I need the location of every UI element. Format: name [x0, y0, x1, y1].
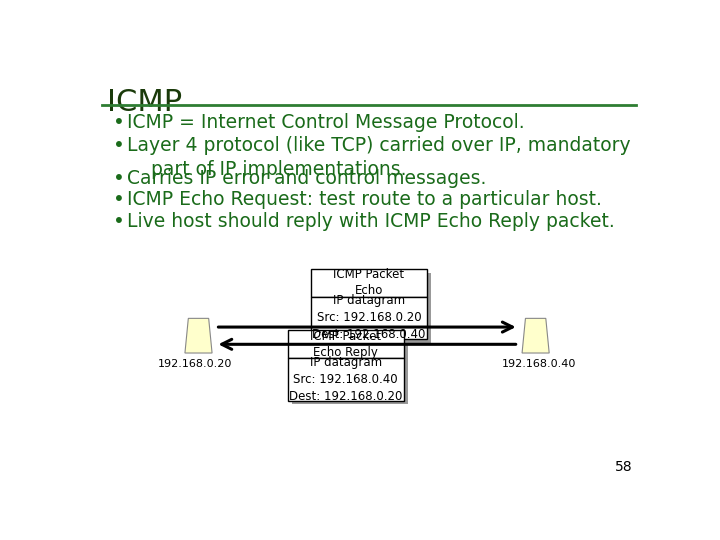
Text: •: •: [113, 212, 125, 231]
Polygon shape: [522, 319, 549, 353]
Bar: [292, 334, 408, 404]
Polygon shape: [185, 319, 212, 353]
Text: •: •: [113, 168, 125, 188]
Text: •: •: [113, 190, 125, 210]
Text: Layer 4 protocol (like TCP) carried over IP, mandatory
    part of IP implementa: Layer 4 protocol (like TCP) carried over…: [127, 137, 631, 179]
Text: ICMP Echo Request: test route to a particular host.: ICMP Echo Request: test route to a parti…: [127, 190, 602, 210]
Text: •: •: [113, 137, 125, 156]
Text: 192.168.0.40: 192.168.0.40: [503, 359, 577, 369]
Bar: [315, 273, 431, 343]
Text: IP datagram
Src: 192.168.0.40
Dest: 192.168.0.20: IP datagram Src: 192.168.0.40 Dest: 192.…: [289, 356, 402, 403]
Bar: [311, 296, 427, 339]
Text: Live host should reply with ICMP Echo Reply packet.: Live host should reply with ICMP Echo Re…: [127, 212, 615, 231]
Bar: [311, 269, 427, 296]
Text: Carries IP error and control messages.: Carries IP error and control messages.: [127, 168, 487, 188]
Text: 58: 58: [615, 461, 632, 475]
Text: ICMP Packet
Echo Reply: ICMP Packet Echo Reply: [310, 330, 382, 359]
Text: ICMP Packet
Echo: ICMP Packet Echo: [333, 268, 405, 297]
Text: 192.168.0.20: 192.168.0.20: [158, 359, 232, 369]
Text: •: •: [113, 112, 125, 132]
Text: IP datagram
Src: 192.168.0.20
Dest: 192.168.0.40: IP datagram Src: 192.168.0.20 Dest: 192.…: [312, 294, 426, 341]
Bar: [287, 330, 404, 358]
Bar: [287, 358, 404, 401]
Text: ICMP = Internet Control Message Protocol.: ICMP = Internet Control Message Protocol…: [127, 112, 525, 132]
Text: ICMP: ICMP: [107, 88, 182, 117]
